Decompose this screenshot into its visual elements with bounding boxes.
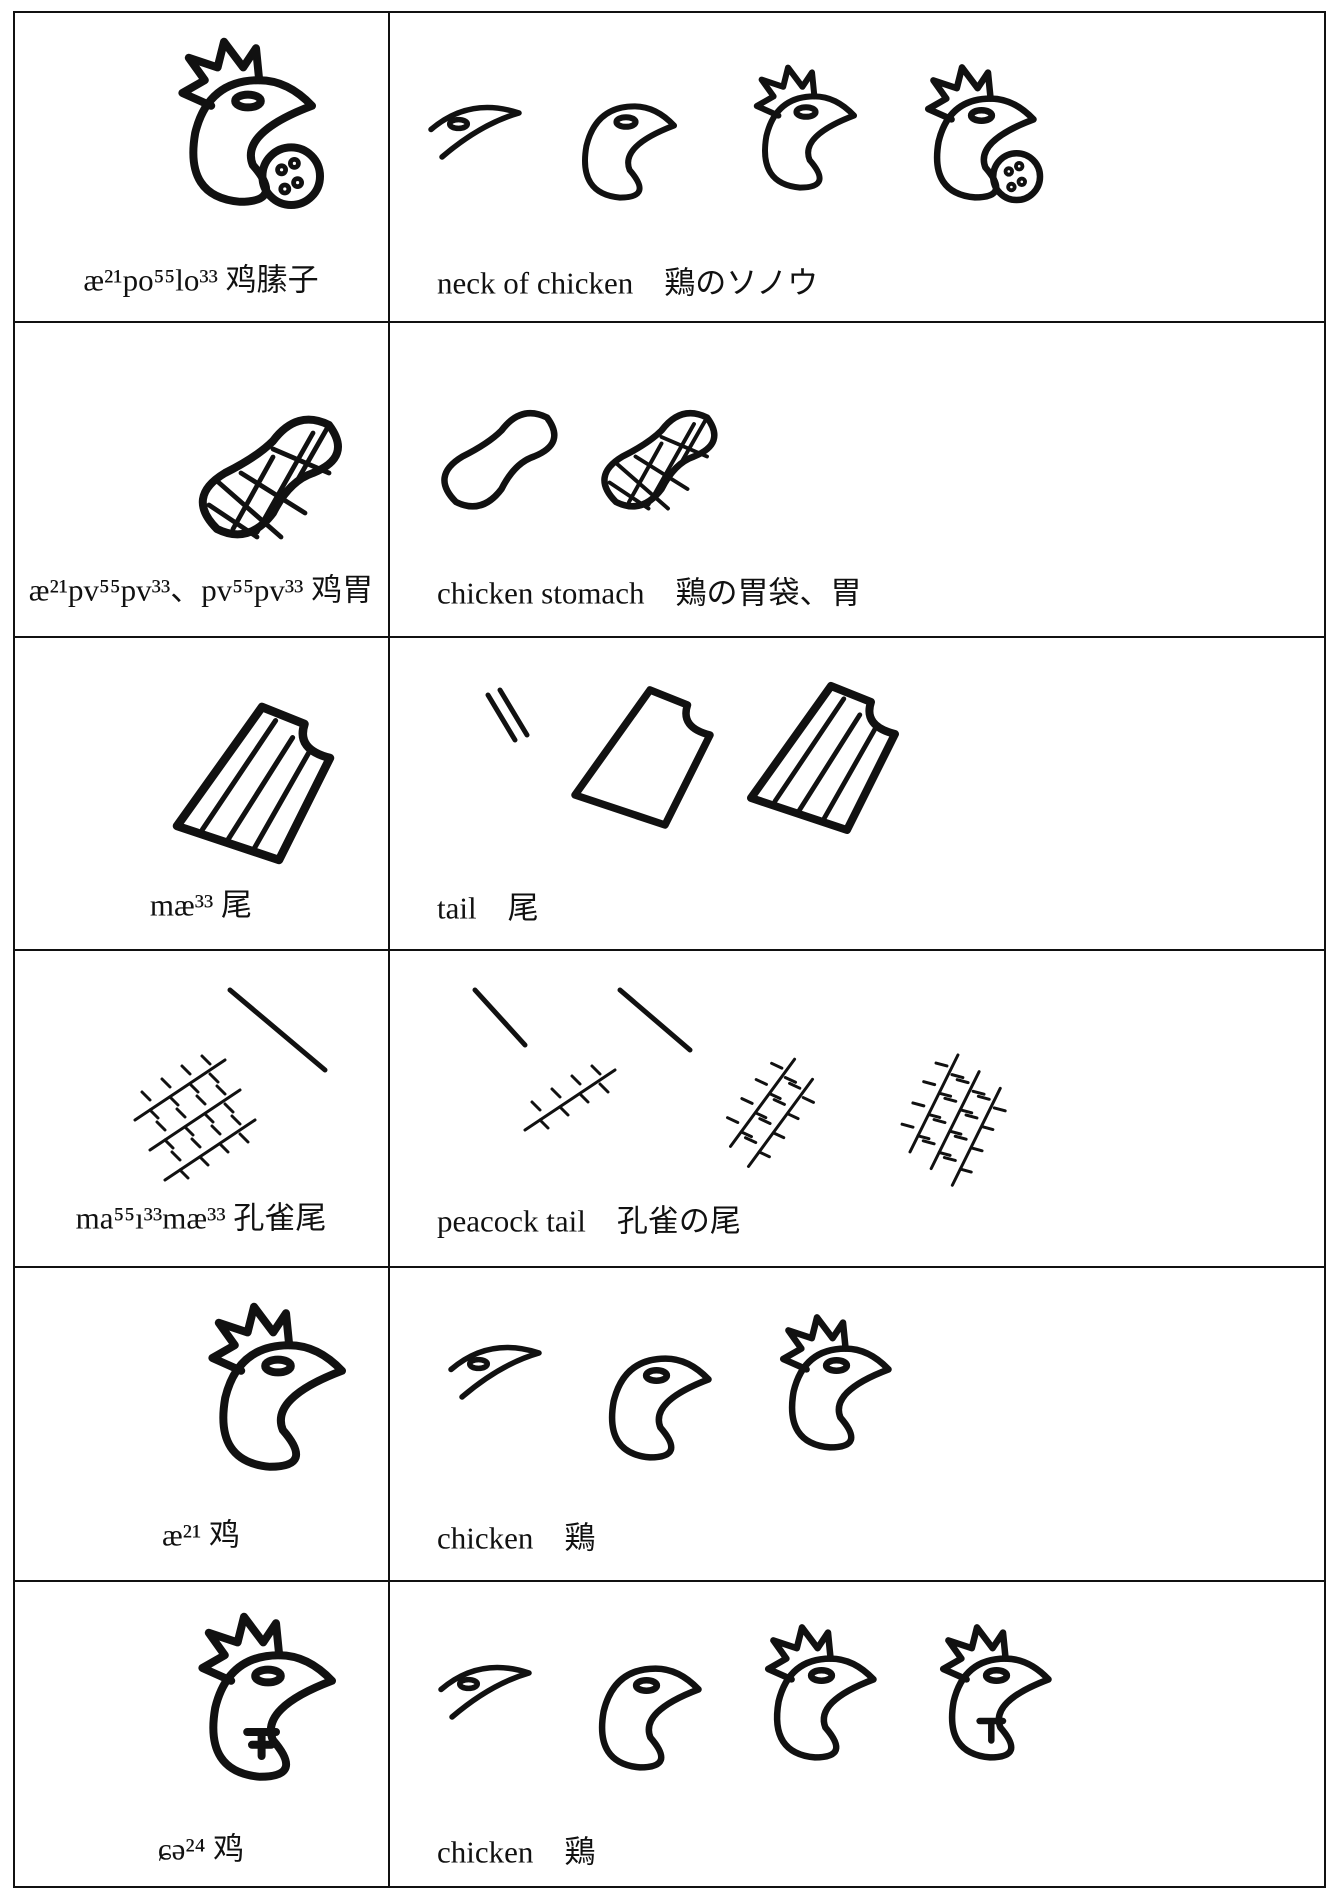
pictograph [585,106,674,197]
entry-label: ma⁵⁵ı³³mæ³³ 孔雀尾 [75,1200,327,1236]
entry-gloss: neck of chicken 鶏のソノウ [437,265,819,301]
entry-gloss: chicken stomach 鶏の胃袋、胃 [437,575,862,611]
entry-label: æ²¹po⁵⁵lo³³ 鸡膆子 [83,262,319,298]
pictograph [575,690,710,825]
pictograph [783,1317,888,1447]
pictograph [612,1359,708,1458]
pictograph [472,987,693,1053]
entry-label: ɕə²⁴ 鸡 [157,1831,245,1867]
pictograph [485,687,530,743]
pictograph [604,413,714,511]
entry-gloss: chicken 鶏 [437,1520,596,1556]
pictograph [177,707,330,860]
entry-label: æ²¹ 鸡 [161,1517,241,1553]
pictograph [203,420,338,537]
table-border [13,11,1326,1888]
pictograph [876,1050,1032,1187]
pictograph [523,1064,617,1132]
entry-label: æ²¹pv⁵⁵pv³³、pv⁵⁵pv³³ 鸡胃 [28,572,374,608]
pictograph [943,1627,1048,1757]
pictograph [202,1617,332,1777]
entry-label: mæ³³ 尾 [149,887,253,923]
entry-gloss: chicken 鶏 [437,1834,596,1870]
entry-gloss: tail 尾 [437,890,539,926]
pictograph [757,68,854,188]
pictograph [212,1307,342,1467]
entry-gloss: peacock tail 孔雀の尾 [437,1203,741,1239]
pictograph [602,1669,698,1768]
pictograph [451,1348,539,1398]
pictograph [707,1053,835,1168]
pictograph [431,108,519,158]
pictograph [441,1668,529,1718]
pictograph [928,67,1040,200]
pictograph [768,1627,873,1757]
pictograph [751,686,895,830]
pictograph [444,413,554,506]
pictograph [133,987,328,1182]
pictograph [182,42,320,205]
